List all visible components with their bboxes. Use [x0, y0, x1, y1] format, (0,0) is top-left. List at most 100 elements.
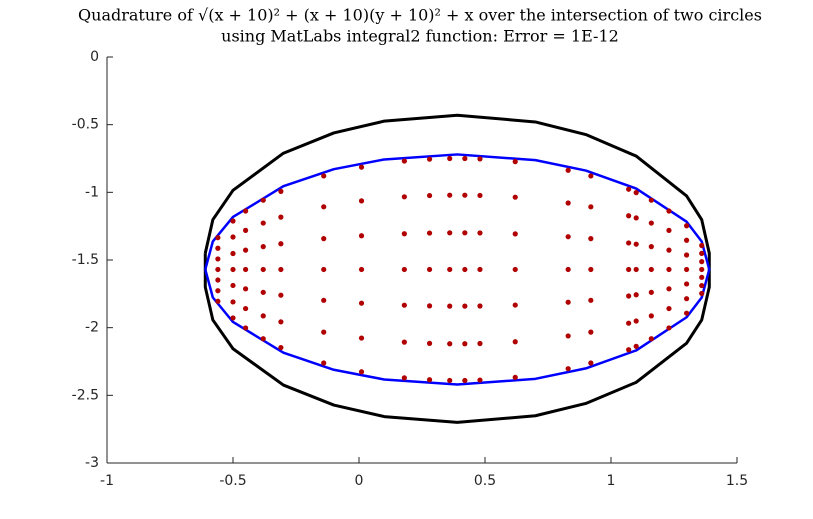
point	[260, 289, 266, 295]
point	[512, 159, 518, 165]
y-tick-label: -2	[85, 320, 99, 336]
point	[633, 292, 639, 298]
point	[633, 266, 639, 273]
point	[215, 235, 221, 241]
point	[477, 156, 483, 162]
curve	[203, 113, 711, 424]
point	[588, 360, 594, 366]
point	[648, 266, 654, 273]
y-tick-label: -3	[85, 455, 99, 471]
x-tick-label: 0.5	[474, 473, 496, 489]
point	[626, 240, 632, 246]
point	[512, 302, 518, 308]
point	[699, 259, 705, 265]
point	[447, 192, 453, 198]
point	[243, 266, 249, 273]
point	[230, 266, 236, 273]
point	[666, 208, 672, 214]
point	[666, 305, 672, 312]
chart-subtitle: using MatLabs integral2 function: Error …	[221, 27, 619, 46]
point	[230, 315, 236, 321]
point	[358, 335, 365, 341]
point	[426, 156, 433, 162]
point	[215, 288, 221, 294]
point	[477, 192, 483, 199]
point	[626, 213, 632, 219]
point	[699, 266, 705, 273]
point	[426, 340, 433, 346]
point	[243, 247, 249, 253]
point	[588, 173, 594, 179]
point	[648, 197, 654, 203]
point	[358, 266, 365, 273]
point	[215, 256, 221, 262]
point	[633, 318, 639, 324]
point	[230, 250, 236, 257]
point	[462, 155, 468, 162]
point	[447, 155, 453, 162]
point	[321, 204, 327, 210]
point	[565, 167, 571, 173]
point	[648, 244, 654, 250]
point	[588, 204, 594, 210]
point	[512, 339, 518, 345]
point	[401, 266, 407, 273]
point	[243, 325, 249, 331]
point	[588, 266, 594, 273]
point	[633, 241, 639, 247]
point	[477, 230, 483, 236]
point	[512, 266, 518, 273]
chart-title: Quadrature of √(x + 10)² + (x + 10)(y + …	[78, 6, 762, 25]
point	[699, 250, 705, 256]
y-tick-label: 0	[90, 49, 99, 65]
point	[260, 313, 266, 319]
point	[260, 197, 266, 203]
point	[215, 266, 221, 273]
point	[462, 377, 468, 384]
point	[666, 325, 672, 331]
point	[699, 274, 705, 280]
point	[684, 296, 690, 302]
point	[565, 200, 571, 206]
point	[626, 347, 632, 353]
point	[278, 266, 284, 273]
point	[699, 282, 705, 289]
point	[462, 341, 468, 347]
y-tick-label: -2.5	[72, 387, 99, 403]
point	[684, 310, 690, 316]
point	[358, 233, 365, 239]
point	[633, 343, 639, 349]
point	[699, 242, 705, 249]
y-tick-label: -0.5	[72, 117, 99, 133]
point	[321, 360, 327, 366]
point	[243, 227, 249, 233]
point	[626, 186, 632, 192]
point	[215, 298, 221, 304]
point	[401, 231, 407, 237]
point	[230, 218, 236, 224]
point	[426, 303, 433, 309]
point	[426, 377, 433, 383]
point	[401, 158, 407, 164]
point	[666, 286, 672, 292]
point	[565, 266, 571, 273]
point	[512, 374, 518, 380]
point	[699, 290, 705, 297]
point	[565, 366, 571, 372]
point	[626, 266, 632, 273]
point	[260, 266, 266, 273]
point	[565, 234, 571, 240]
point	[626, 293, 632, 299]
y-tick-label: -1	[85, 184, 99, 200]
point	[278, 188, 284, 194]
point	[358, 300, 365, 306]
x-tick-label: 1.5	[726, 473, 748, 489]
point	[684, 281, 690, 287]
point	[648, 289, 654, 295]
point	[321, 329, 327, 335]
point	[512, 231, 518, 237]
point	[243, 305, 249, 312]
point	[260, 244, 266, 250]
point	[684, 223, 690, 229]
